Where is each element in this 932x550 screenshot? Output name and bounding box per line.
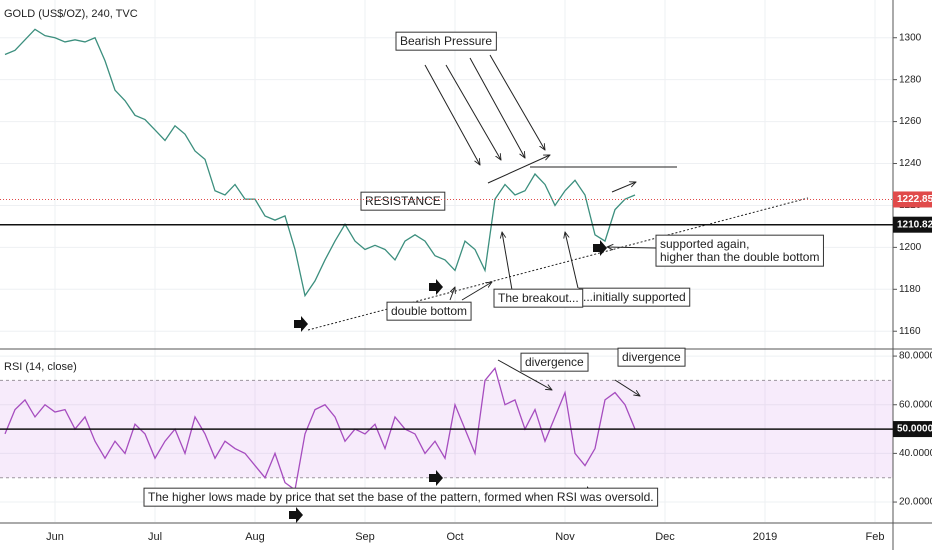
arrow: [449, 287, 455, 301]
resistance-line-label: 1210.82: [897, 219, 932, 230]
marks: [4, 28, 636, 492]
rsi-level-line-label: 50.0000: [897, 424, 932, 435]
annotation-box: [143, 487, 659, 507]
arrow: [614, 379, 640, 396]
annotation: supported again,: [660, 237, 749, 251]
y-tick-label: 1300: [899, 32, 922, 43]
x-tick-label: 2019: [753, 531, 777, 543]
annotation-box: [520, 352, 589, 372]
x-tick-label: Jun: [46, 531, 64, 543]
annotation-box: [655, 234, 824, 267]
y-tick-label: 40.0000: [899, 448, 932, 459]
arrow: [424, 64, 480, 165]
arrow: [445, 64, 501, 160]
resistance-line-tag: [893, 216, 932, 233]
annotation: ...initially supported: [583, 290, 686, 304]
y-tick-label: 1160: [899, 326, 921, 337]
annotation-box: [360, 191, 446, 211]
arrow: [502, 232, 513, 291]
y-tick-label: 80.0000: [899, 351, 932, 362]
y-tick-label: 1240: [899, 158, 922, 169]
rsi-level-line-tag: [893, 421, 932, 438]
annotation-box: [386, 301, 472, 321]
x-tick-label: Oct: [446, 531, 463, 543]
chart-title: GOLD (US$/OZ), 240, TVC: [4, 8, 138, 20]
annotation: double bottom: [391, 304, 467, 318]
pointer: [429, 279, 443, 295]
annotations: Bearish Pressure RESISTANCE double bottom T…: [143, 31, 824, 507]
x-tick-label: Aug: [245, 531, 265, 543]
pointer: [593, 240, 607, 256]
y-tick-label: 60.0000: [899, 399, 932, 410]
x-tick-label: Dec: [655, 531, 675, 543]
last-price-line-label: 1222.85: [897, 194, 932, 205]
annotation: Bearish Pressure: [400, 34, 492, 48]
y-tick-label: 1280: [899, 74, 922, 85]
arrow: [497, 359, 552, 390]
annotation-box: [395, 31, 497, 51]
pointer: [289, 507, 303, 523]
series-line: [4, 28, 636, 298]
arrow: [487, 155, 550, 184]
annotation-box: [493, 288, 584, 308]
annotation: The breakout...: [498, 291, 579, 305]
y-tick-label: 20.0000: [899, 497, 932, 508]
y-tick-label: 1180: [899, 284, 921, 295]
x-tick-label: Jul: [148, 531, 162, 543]
arrow: [565, 232, 579, 289]
arrow: [611, 182, 636, 193]
rsi-title: RSI (14, close): [4, 361, 77, 373]
last-price-line-tag: [893, 191, 932, 208]
x-tick-label: Sep: [355, 531, 375, 543]
arrow: [461, 282, 492, 301]
drawings: [307, 54, 809, 396]
x-tick-label: Feb: [866, 531, 885, 543]
annotation: divergence: [525, 355, 584, 369]
y-tick-label: 1260: [899, 116, 922, 127]
x-tick-label: Nov: [555, 531, 575, 543]
pointer: [429, 470, 443, 486]
series-line: [4, 366, 636, 492]
pointer: [294, 316, 308, 332]
annotation-box: [617, 347, 686, 367]
arrow: [607, 247, 657, 248]
arrow: [469, 57, 525, 158]
annotation: higher than the double bottom: [660, 250, 819, 264]
annotation: divergence: [622, 350, 681, 364]
annotation: RESISTANCE: [365, 194, 441, 208]
annotation: The higher lows made by price that set t…: [148, 490, 654, 504]
arrow: [489, 54, 545, 150]
y-tick-label: 1200: [899, 242, 922, 253]
